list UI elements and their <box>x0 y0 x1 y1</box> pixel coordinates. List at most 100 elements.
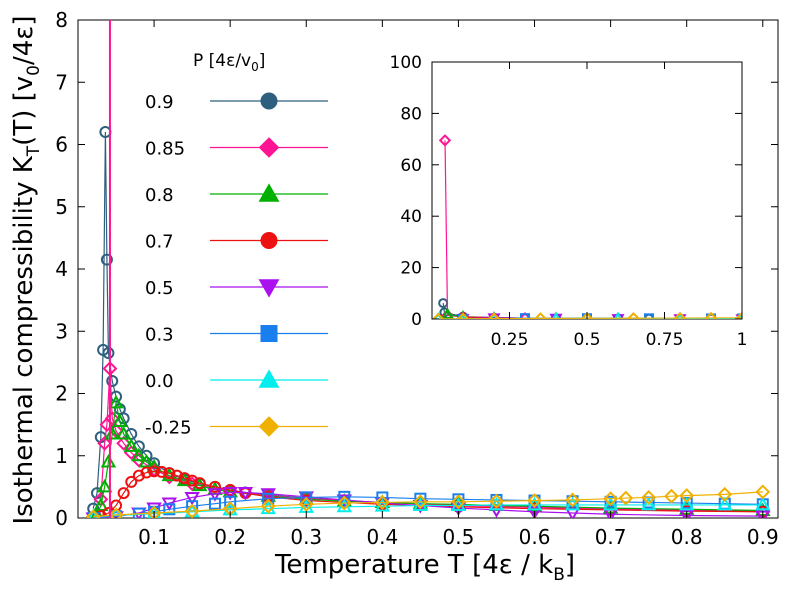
data-point <box>102 347 115 360</box>
y-tick-label: 80 <box>400 104 422 124</box>
x-tick-label: 1 <box>737 330 748 350</box>
y-tick-label: 5 <box>55 195 68 219</box>
data-point <box>452 493 465 506</box>
data-point <box>627 312 640 319</box>
data-point <box>132 469 145 482</box>
series-line <box>93 491 763 518</box>
x-tick-label: 0.7 <box>595 525 627 549</box>
data-point <box>125 475 138 488</box>
data-point <box>717 496 733 511</box>
series-line <box>93 496 763 518</box>
data-point <box>146 505 162 518</box>
data-point <box>108 507 124 518</box>
data-point <box>456 312 470 319</box>
series--0.25 <box>85 484 771 518</box>
x-tick-label: 0.3 <box>290 525 322 549</box>
main-series-layer <box>85 20 771 518</box>
x-tick-label: 0.6 <box>519 525 551 549</box>
legend-marker <box>258 279 280 298</box>
data-point <box>208 480 221 493</box>
x-tick-label: 0.2 <box>214 525 246 549</box>
series-line <box>93 504 763 518</box>
legend-entry: 0.85 <box>145 137 328 160</box>
main-axes: 0.1 0.2 0.3 0.4 0.5 0.6 0.7 0.8 0.9 0 1 2 3 4 5 6 7 8 <box>55 8 778 549</box>
data-point <box>193 477 206 490</box>
data-point <box>222 486 238 501</box>
y-tick-label: 8 <box>55 8 68 32</box>
y-tick-label: 2 <box>55 382 68 406</box>
legend-marker <box>260 232 278 249</box>
series-line <box>96 402 763 516</box>
legend-marker <box>260 92 278 110</box>
data-point <box>97 435 113 451</box>
data-point <box>260 498 276 514</box>
data-point <box>224 495 237 508</box>
legend-entry: -0.25 <box>145 416 328 439</box>
data-point <box>106 375 119 388</box>
data-point <box>534 312 547 319</box>
data-point <box>138 453 155 468</box>
data-point <box>640 496 657 511</box>
data-point <box>336 495 352 511</box>
y-tick-label: 6 <box>55 133 68 157</box>
data-point <box>237 486 254 501</box>
data-point <box>155 465 168 478</box>
data-point <box>679 488 695 504</box>
data-point <box>755 484 771 500</box>
x-tick-label: 0.9 <box>747 525 779 549</box>
data-point <box>163 467 176 480</box>
legend-label: 0.8 <box>145 185 174 206</box>
x-tick-label: 0.1 <box>138 525 170 549</box>
legend-marker <box>258 369 280 388</box>
data-point <box>186 474 199 487</box>
y-tick-label: 20 <box>400 259 422 279</box>
legend-entry: 0.9 <box>145 92 328 113</box>
data-point <box>170 469 183 482</box>
legend-title: P [4ε/v0] <box>193 51 265 74</box>
y-tick-label: 0 <box>55 506 68 530</box>
data-point <box>603 491 619 507</box>
y-tick-label: 100 <box>390 53 422 73</box>
legend-entry: 0.5 <box>145 278 328 299</box>
data-point <box>108 394 124 409</box>
legend-marker <box>258 183 280 202</box>
data-point <box>208 497 221 510</box>
legend-entry: 0.7 <box>145 232 328 253</box>
y-tick-label: 4 <box>55 257 68 281</box>
data-point <box>117 487 130 500</box>
legend-label: 0.9 <box>145 92 174 113</box>
data-point <box>580 312 594 319</box>
y-tick-label: 0 <box>411 310 422 330</box>
data-point <box>298 496 314 512</box>
data-point <box>641 490 657 505</box>
y-tick-label: 40 <box>400 207 422 227</box>
data-point <box>755 496 771 511</box>
data-point <box>100 253 113 266</box>
data-point <box>115 425 132 440</box>
data-point <box>374 495 390 510</box>
data-point <box>93 497 109 512</box>
legend-marker <box>258 137 280 158</box>
x-tick-label: 0.4 <box>366 525 398 549</box>
data-point <box>664 488 679 504</box>
legend-label: 0.5 <box>145 278 174 299</box>
series-line <box>100 470 763 517</box>
legend-entry: 0.3 <box>145 325 328 346</box>
data-point <box>104 410 120 426</box>
data-point <box>673 311 687 319</box>
data-point <box>184 503 200 518</box>
data-point <box>96 478 113 493</box>
y-tick-label: 3 <box>55 319 68 343</box>
legend-label: -0.25 <box>145 418 192 439</box>
data-point <box>438 134 452 147</box>
data-point <box>678 496 695 511</box>
data-point <box>618 490 634 506</box>
data-point <box>735 311 742 319</box>
y-tick-label: 1 <box>55 444 68 468</box>
y-axis-label: Isothermal compressibility KT(T) [v0/4ε] <box>9 15 44 524</box>
x-tick-label: 0.5 <box>443 525 475 549</box>
data-point <box>440 307 455 319</box>
x-tick-label: 0.5 <box>573 330 600 350</box>
data-point <box>565 492 580 508</box>
y-tick-label: 7 <box>55 70 68 94</box>
